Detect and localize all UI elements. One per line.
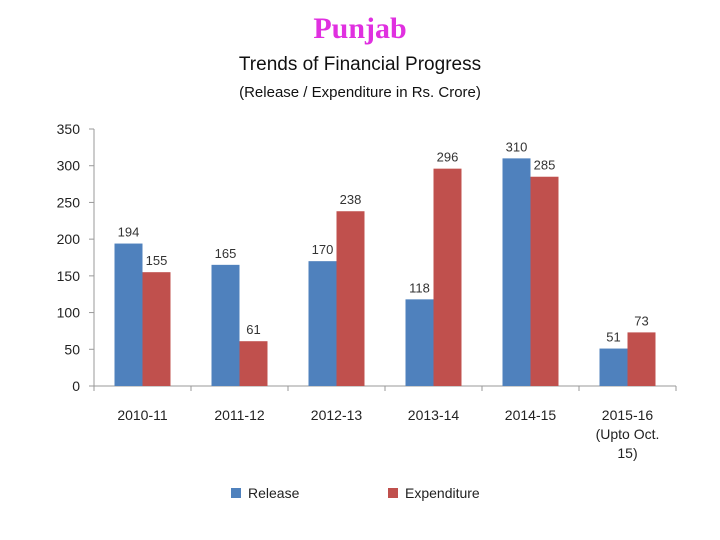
chart-subtitle: Trends of Financial Progress: [238, 54, 482, 75]
data-label-expenditure-2: 238: [340, 192, 362, 207]
y-tick-label: 0: [72, 378, 80, 394]
y-tick-label: 200: [57, 231, 81, 247]
x-category-label: 2015-16: [602, 407, 654, 423]
legend-label-expenditure: Expenditure: [405, 485, 480, 501]
bar-expenditure-4: [530, 176, 559, 386]
bar-release-4: [502, 158, 531, 386]
legend-swatch-release: [231, 488, 241, 498]
bar-release-1: [211, 264, 240, 386]
bar-expenditure-5: [627, 332, 656, 386]
data-label-release-5: 51: [606, 330, 620, 345]
x-category-label: 2014-15: [505, 407, 557, 423]
bar-expenditure-1: [239, 341, 268, 386]
x-category-label: 2013-14: [408, 407, 460, 423]
data-label-release-2: 170: [312, 242, 334, 257]
legend-swatch-expenditure: [388, 488, 398, 498]
y-tick-label: 250: [57, 194, 81, 210]
chart-title: Punjab: [313, 12, 407, 45]
bar-release-5: [599, 348, 628, 386]
bar-release-3: [405, 299, 434, 386]
unit-note: (Release / Expenditure in Rs. Crore): [239, 84, 481, 101]
x-category-label: 2012-13: [311, 407, 363, 423]
y-tick-label: 300: [57, 158, 81, 174]
data-label-release-0: 194: [118, 225, 140, 240]
x-category-label: 15): [617, 445, 637, 461]
y-tick-label: 150: [57, 268, 81, 284]
y-tick-label: 50: [64, 341, 80, 357]
bar-expenditure-0: [142, 272, 171, 386]
x-category-label: 2010-11: [117, 407, 168, 423]
x-category-label: (Upto Oct.: [596, 426, 660, 442]
data-label-release-3: 118: [409, 280, 430, 295]
bar-expenditure-3: [433, 168, 462, 386]
data-label-expenditure-3: 296: [437, 150, 459, 165]
data-label-expenditure-1: 61: [246, 322, 260, 337]
data-label-release-4: 310: [506, 139, 528, 154]
data-label-expenditure-5: 73: [634, 313, 648, 328]
legend-label-release: Release: [248, 485, 300, 501]
y-tick-label: 100: [57, 305, 81, 321]
x-category-label: 2011-12: [214, 407, 265, 423]
data-label-release-1: 165: [215, 246, 237, 261]
bar-release-0: [114, 243, 143, 386]
bar-expenditure-2: [336, 211, 365, 386]
y-tick-label: 350: [57, 121, 81, 137]
data-label-expenditure-0: 155: [146, 253, 168, 268]
bar-release-2: [308, 261, 337, 386]
data-label-expenditure-4: 285: [534, 158, 556, 173]
